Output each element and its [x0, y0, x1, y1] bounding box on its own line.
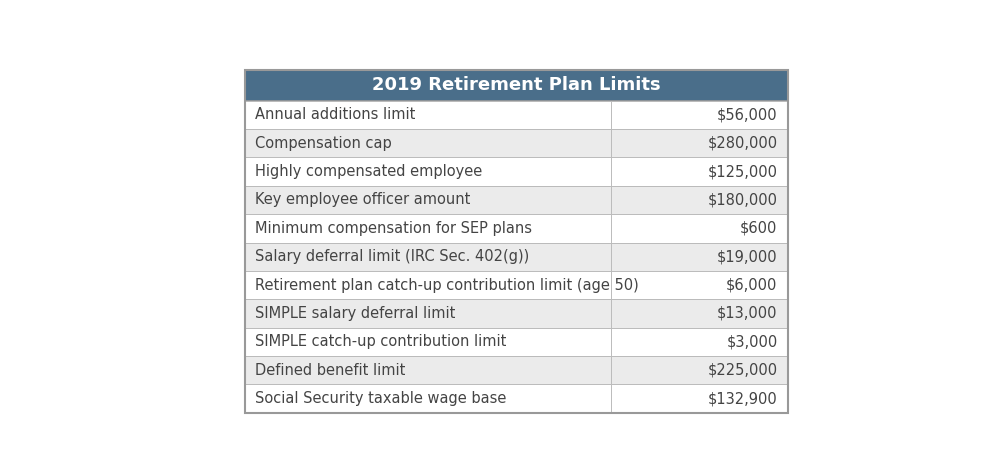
Bar — [245, 129, 788, 157]
Text: $600: $600 — [740, 221, 778, 236]
Text: Highly compensated employee: Highly compensated employee — [255, 164, 482, 179]
Text: Minimum compensation for SEP plans: Minimum compensation for SEP plans — [255, 221, 532, 236]
Bar — [245, 271, 788, 299]
Text: SIMPLE salary deferral limit: SIMPLE salary deferral limit — [255, 306, 456, 321]
Text: Salary deferral limit (IRC Sec. 402(g)): Salary deferral limit (IRC Sec. 402(g)) — [255, 249, 529, 264]
Bar — [245, 243, 788, 271]
Bar — [245, 100, 788, 129]
Bar — [245, 356, 788, 384]
Text: $13,000: $13,000 — [717, 306, 778, 321]
Text: SIMPLE catch-up contribution limit: SIMPLE catch-up contribution limit — [255, 334, 507, 349]
Bar — [245, 186, 788, 214]
Bar — [245, 157, 788, 186]
Text: $3,000: $3,000 — [726, 334, 778, 349]
Text: $280,000: $280,000 — [707, 136, 778, 151]
Text: $225,000: $225,000 — [707, 363, 778, 378]
Text: Key employee officer amount: Key employee officer amount — [255, 192, 471, 208]
Bar — [245, 384, 788, 413]
Text: Retirement plan catch-up contribution limit (age 50): Retirement plan catch-up contribution li… — [255, 278, 639, 292]
Text: $125,000: $125,000 — [708, 164, 778, 179]
Bar — [245, 214, 788, 243]
Bar — [245, 70, 788, 100]
Text: Annual additions limit: Annual additions limit — [255, 108, 416, 122]
Text: $132,900: $132,900 — [708, 391, 778, 406]
Text: Compensation cap: Compensation cap — [255, 136, 392, 151]
Text: $180,000: $180,000 — [708, 192, 778, 208]
Text: 2019 Retirement Plan Limits: 2019 Retirement Plan Limits — [372, 76, 661, 94]
Text: $6,000: $6,000 — [726, 278, 778, 292]
Text: $19,000: $19,000 — [717, 249, 778, 264]
Text: Social Security taxable wage base: Social Security taxable wage base — [255, 391, 507, 406]
Bar — [245, 328, 788, 356]
Bar — [245, 299, 788, 328]
Text: $56,000: $56,000 — [717, 108, 778, 122]
Text: Defined benefit limit: Defined benefit limit — [255, 363, 406, 378]
